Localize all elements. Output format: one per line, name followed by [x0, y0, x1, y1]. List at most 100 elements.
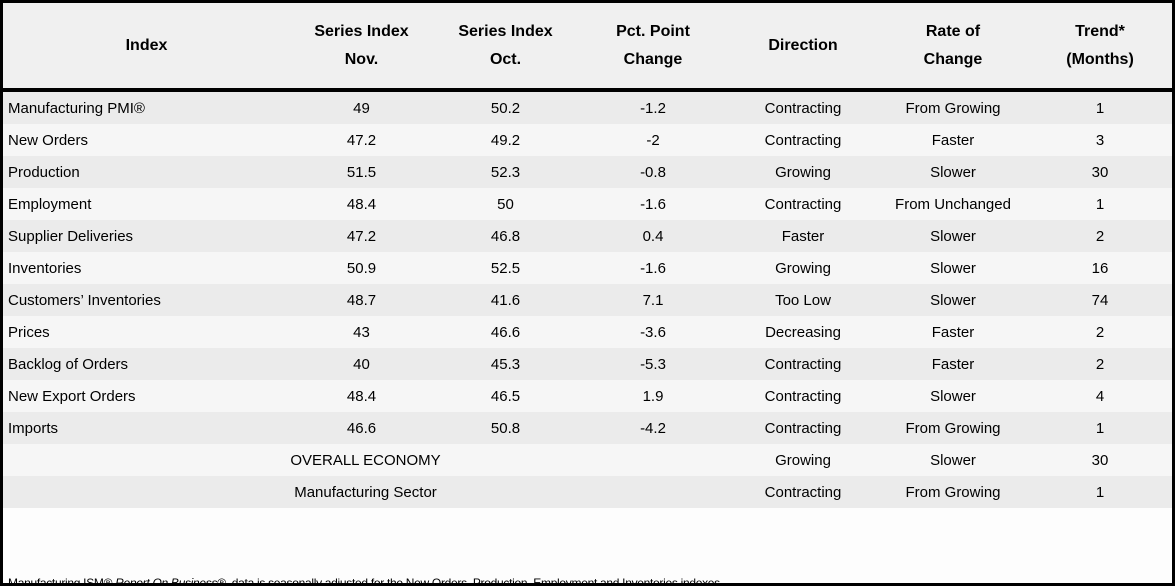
cell-rate: From Unchanged [895, 195, 1011, 213]
header-rate-of-change: Rate of Change [878, 3, 1028, 92]
cell-change: 0.4 [642, 227, 664, 245]
table-row-employment: Employment 48.4 50 -1.6 Contracting From… [3, 188, 1172, 220]
cell-rate: Faster [931, 323, 975, 341]
cell-index: Inventories [8, 259, 82, 277]
cell-trend: 3 [1095, 131, 1105, 149]
table-row-backlog-of-orders: Backlog of Orders 40 45.3 -5.3 Contracti… [3, 348, 1172, 380]
cell-index: New Orders [8, 131, 89, 149]
cell-trend: 1 [1095, 419, 1105, 437]
cell-change: -0.8 [640, 163, 666, 181]
cell-nov: 48.4 [346, 195, 377, 213]
cell-oct: 41.6 [490, 291, 521, 309]
cell-direction: Contracting [764, 99, 842, 117]
cell-oct: 49.2 [490, 131, 521, 149]
cell-index: Employment [8, 195, 92, 213]
cell-oct: 50.2 [490, 99, 521, 117]
table-header: Index Series Index Nov. Series Index Oct… [3, 3, 1172, 92]
cell-nov: 50.9 [346, 259, 377, 277]
header-series-index-oct: Series Index Oct. [433, 3, 578, 92]
cell-change: 7.1 [642, 291, 664, 309]
cell-rate: Slower [930, 387, 976, 405]
cell-trend: 1 [1095, 483, 1105, 501]
table-row-new-export-orders: New Export Orders 48.4 46.5 1.9 Contract… [3, 380, 1172, 412]
cell-rate: From Growing [905, 99, 1001, 117]
cell-trend: 30 [1091, 451, 1109, 469]
cell-change: 1.9 [642, 387, 664, 405]
table-row-supplier-deliveries: Supplier Deliveries 47.2 46.8 0.4 Faster… [3, 220, 1172, 252]
cell-rate: Slower [930, 291, 976, 309]
table-row-inventories: Inventories 50.9 52.5 -1.6 Growing Slowe… [3, 252, 1172, 284]
table-body: Manufacturing PMI® 49 50.2 -1.2 Contract… [3, 90, 1172, 508]
footnote-report-on-business: Report On Business® [115, 576, 226, 586]
cell-index: Production [8, 163, 80, 181]
cell-nov: 51.5 [346, 163, 377, 181]
table-row-manufacturing-pmi: Manufacturing PMI® 49 50.2 -1.2 Contract… [3, 90, 1172, 124]
cell-nov: 49 [353, 99, 370, 117]
cell-trend: 2 [1095, 355, 1105, 373]
cell-direction: Contracting [764, 387, 842, 405]
cell-direction: Contracting [764, 419, 842, 437]
cell-direction: Growing [775, 259, 831, 277]
footnote-seasonal-adjustment: Manufacturing ISM® Report On Business® d… [8, 574, 1164, 586]
table-row-customers-inventories: Customers’ Inventories 48.7 41.6 7.1 Too… [3, 284, 1172, 316]
cell-oct: 50 [497, 195, 514, 213]
header-pct-point-change: Pct. Point Change [578, 3, 728, 92]
cell-change: -5.3 [640, 355, 666, 373]
cell-oct: 52.3 [490, 163, 521, 181]
cell-index: New Export Orders [8, 387, 136, 405]
cell-change: -1.2 [640, 99, 666, 117]
header-index: Index [3, 3, 290, 92]
cell-direction: Decreasing [765, 323, 841, 341]
cell-direction: Too Low [775, 291, 831, 309]
cell-change: -3.6 [640, 323, 666, 341]
footnotes: Manufacturing ISM® Report On Business® d… [3, 508, 1172, 583]
summary-row-manufacturing-sector: Manufacturing Sector Contracting From Gr… [3, 476, 1172, 508]
cell-trend: 2 [1095, 227, 1105, 245]
cell-trend: 74 [1091, 291, 1109, 309]
footnote-rest: data is seasonally adjusted for the New … [225, 576, 723, 586]
header-direction: Direction [728, 3, 878, 92]
cell-change: -1.6 [640, 259, 666, 277]
cell-trend: 1 [1095, 99, 1105, 117]
cell-rate: Slower [930, 227, 976, 245]
cell-rate: From Growing [905, 419, 1001, 437]
header-trend-months: Trend* (Months) [1028, 3, 1172, 92]
cell-oct: 46.5 [490, 387, 521, 405]
cell-trend: 30 [1091, 163, 1109, 181]
cell-nov: 43 [353, 323, 370, 341]
summary-label: OVERALL ECONOMY [290, 451, 441, 469]
cell-nov: 40 [353, 355, 370, 373]
cell-rate: Slower [930, 163, 976, 181]
cell-nov: 46.6 [346, 419, 377, 437]
table-row-imports: Imports 46.6 50.8 -4.2 Contracting From … [3, 412, 1172, 444]
cell-nov: 48.7 [346, 291, 377, 309]
cell-index: Manufacturing PMI® [8, 99, 145, 117]
cell-direction: Faster [781, 227, 825, 245]
cell-change: -1.6 [640, 195, 666, 213]
cell-rate: Faster [931, 131, 975, 149]
table-row-new-orders: New Orders 47.2 49.2 -2 Contracting Fast… [3, 124, 1172, 156]
manufacturing-at-a-glance-table: Index Series Index Nov. Series Index Oct… [3, 3, 1172, 508]
cell-trend: 4 [1095, 387, 1105, 405]
cell-nov: 47.2 [346, 227, 377, 245]
cell-direction: Contracting [764, 131, 842, 149]
header-series-index-nov: Series Index Nov. [290, 3, 433, 92]
summary-row-overall-economy: OVERALL ECONOMY Growing Slower 30 [3, 444, 1172, 476]
cell-trend: 16 [1091, 259, 1109, 277]
cell-nov: 48.4 [346, 387, 377, 405]
cell-direction: Contracting [764, 195, 842, 213]
cell-rate: Slower [930, 451, 976, 469]
cell-index: Prices [8, 323, 50, 341]
cell-rate: From Growing [905, 483, 1001, 501]
cell-change: -4.2 [640, 419, 666, 437]
cell-direction: Growing [775, 451, 831, 469]
cell-rate: Faster [931, 355, 975, 373]
summary-label: Manufacturing Sector [294, 483, 437, 501]
cell-oct: 45.3 [490, 355, 521, 373]
cell-direction: Contracting [764, 355, 842, 373]
cell-direction: Contracting [764, 483, 842, 501]
cell-nov: 47.2 [346, 131, 377, 149]
cell-direction: Growing [775, 163, 831, 181]
footnote-prefix: Manufacturing ISM® [8, 576, 116, 586]
